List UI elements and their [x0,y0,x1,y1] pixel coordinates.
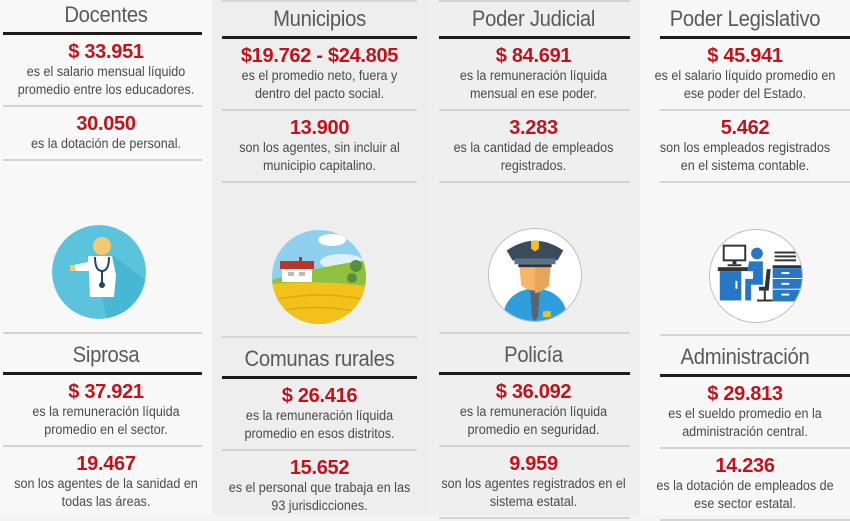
stat-description: son los empleados registrados en el sist… [659,140,831,173]
stat-value: 13.900 [289,117,350,139]
stat-value: 9.959 [509,453,558,475]
divider [222,449,417,451]
divider [439,109,630,111]
doctor-icon [52,225,146,319]
stat-description: es la remuneración líquida promedio en e… [32,404,180,437]
farmhouse-landscape-icon [272,230,366,324]
title-rule [222,376,417,379]
stat-value: $ 33.951 [68,41,144,63]
sector-comunas-rurales: Comunas rurales $ 26.416 es la remunerac… [212,332,427,515]
title-rule [222,36,417,39]
stat-description: es la remuneración líquida promedio en s… [459,404,608,437]
sector-poder-legislativo: Poder Legislativo $ 45.941 es el salario… [640,6,850,183]
divider [660,447,850,449]
stat-description: es la cantidad de empleados registrados. [453,140,614,173]
column-municipios-comunas: Municipios $19.762 - $24.805 es el prome… [212,0,427,515]
divider [439,0,630,2]
title-rule [3,32,202,35]
stat-value: $19.762 - $24.805 [240,45,399,67]
sector-title: Poder Legislativo [669,6,821,31]
stat-description: es el sueldo promedio en la administraci… [668,406,822,439]
stat-value: $ 29.813 [707,383,783,405]
divider [3,332,202,334]
divider [439,181,630,183]
stat-description: son los agentes registrados en el sistem… [441,476,626,509]
stat-description: es la dotación de empleados de ese secto… [656,478,834,511]
title-rule [3,372,202,375]
divider [222,109,417,111]
stat-description: son los agentes, sin incluir al municipi… [239,140,400,173]
sector-administracion: Administración $ 29.813 es el sueldo pro… [640,332,850,521]
column-judicial-policia: Poder Judicial $ 84.691 es la remuneraci… [427,0,640,519]
title-rule [439,36,630,39]
divider [222,181,417,183]
sector-title: Siprosa [72,342,140,367]
sector-docentes: Docentes $ 33.951 es el salario mensual … [0,2,212,161]
sector-poder-judicial: Poder Judicial $ 84.691 es la remuneraci… [427,6,640,183]
stat-value: 30.050 [76,113,136,135]
divider [660,109,850,111]
stat-description: es el salario líquido promedio en ese po… [654,68,836,101]
stat-value: $ 84.691 [495,45,572,67]
divider [660,334,850,336]
divider [660,181,850,183]
title-rule [439,372,630,375]
stat-value: $ 45.941 [707,45,783,67]
office-worker-icon [709,229,803,323]
divider [439,517,630,519]
divider [439,445,630,447]
sector-title: Administración [680,344,810,369]
divider [222,0,417,2]
stat-value: 5.462 [720,117,770,139]
stat-value: 19.467 [76,453,136,475]
sector-title: Docentes [64,2,148,27]
sector-policia: Policía $ 36.092 es la remuneración líqu… [427,332,640,519]
stat-description: es la remuneración líquida promedio en e… [244,408,395,441]
stat-value: $ 37.921 [68,381,144,403]
stat-value: 14.236 [715,455,775,477]
stat-value: $ 36.092 [495,381,572,403]
divider [3,105,202,107]
sector-title: Municipios [273,6,366,31]
divider [3,159,202,161]
police-officer-icon [488,228,582,322]
stat-description: es la dotación de personal. [30,136,182,151]
divider [222,336,417,338]
stat-description: es el salario mensual líquido promedio e… [17,64,195,97]
sector-title: Poder Judicial [471,6,596,31]
stat-description: son los agentes de la sanidad en todas l… [14,476,198,509]
stat-value: 3.283 [509,117,558,139]
sector-siprosa: Siprosa $ 37.921 es la remuneración líqu… [0,332,212,511]
stat-value: $ 26.416 [281,385,358,407]
title-rule [660,36,850,39]
sector-municipios: Municipios $19.762 - $24.805 es el prome… [212,6,427,183]
divider [439,332,630,334]
title-rule [660,374,850,377]
stat-description: es el personal que trabaja en las 93 jur… [228,480,411,513]
sector-title: Policía [504,342,563,367]
column-legislativo-administracion: Poder Legislativo $ 45.941 es el salario… [640,0,850,521]
stat-value: 15.652 [289,457,350,479]
stat-description: es la remuneración líquida mensual en es… [459,68,608,101]
sector-title: Comunas rurales [244,346,395,371]
stat-description: es el promedio neto, fuera y dentro del … [241,68,398,101]
divider [3,445,202,447]
column-docentes-siprosa: Docentes $ 33.951 es el salario mensual … [0,0,212,515]
